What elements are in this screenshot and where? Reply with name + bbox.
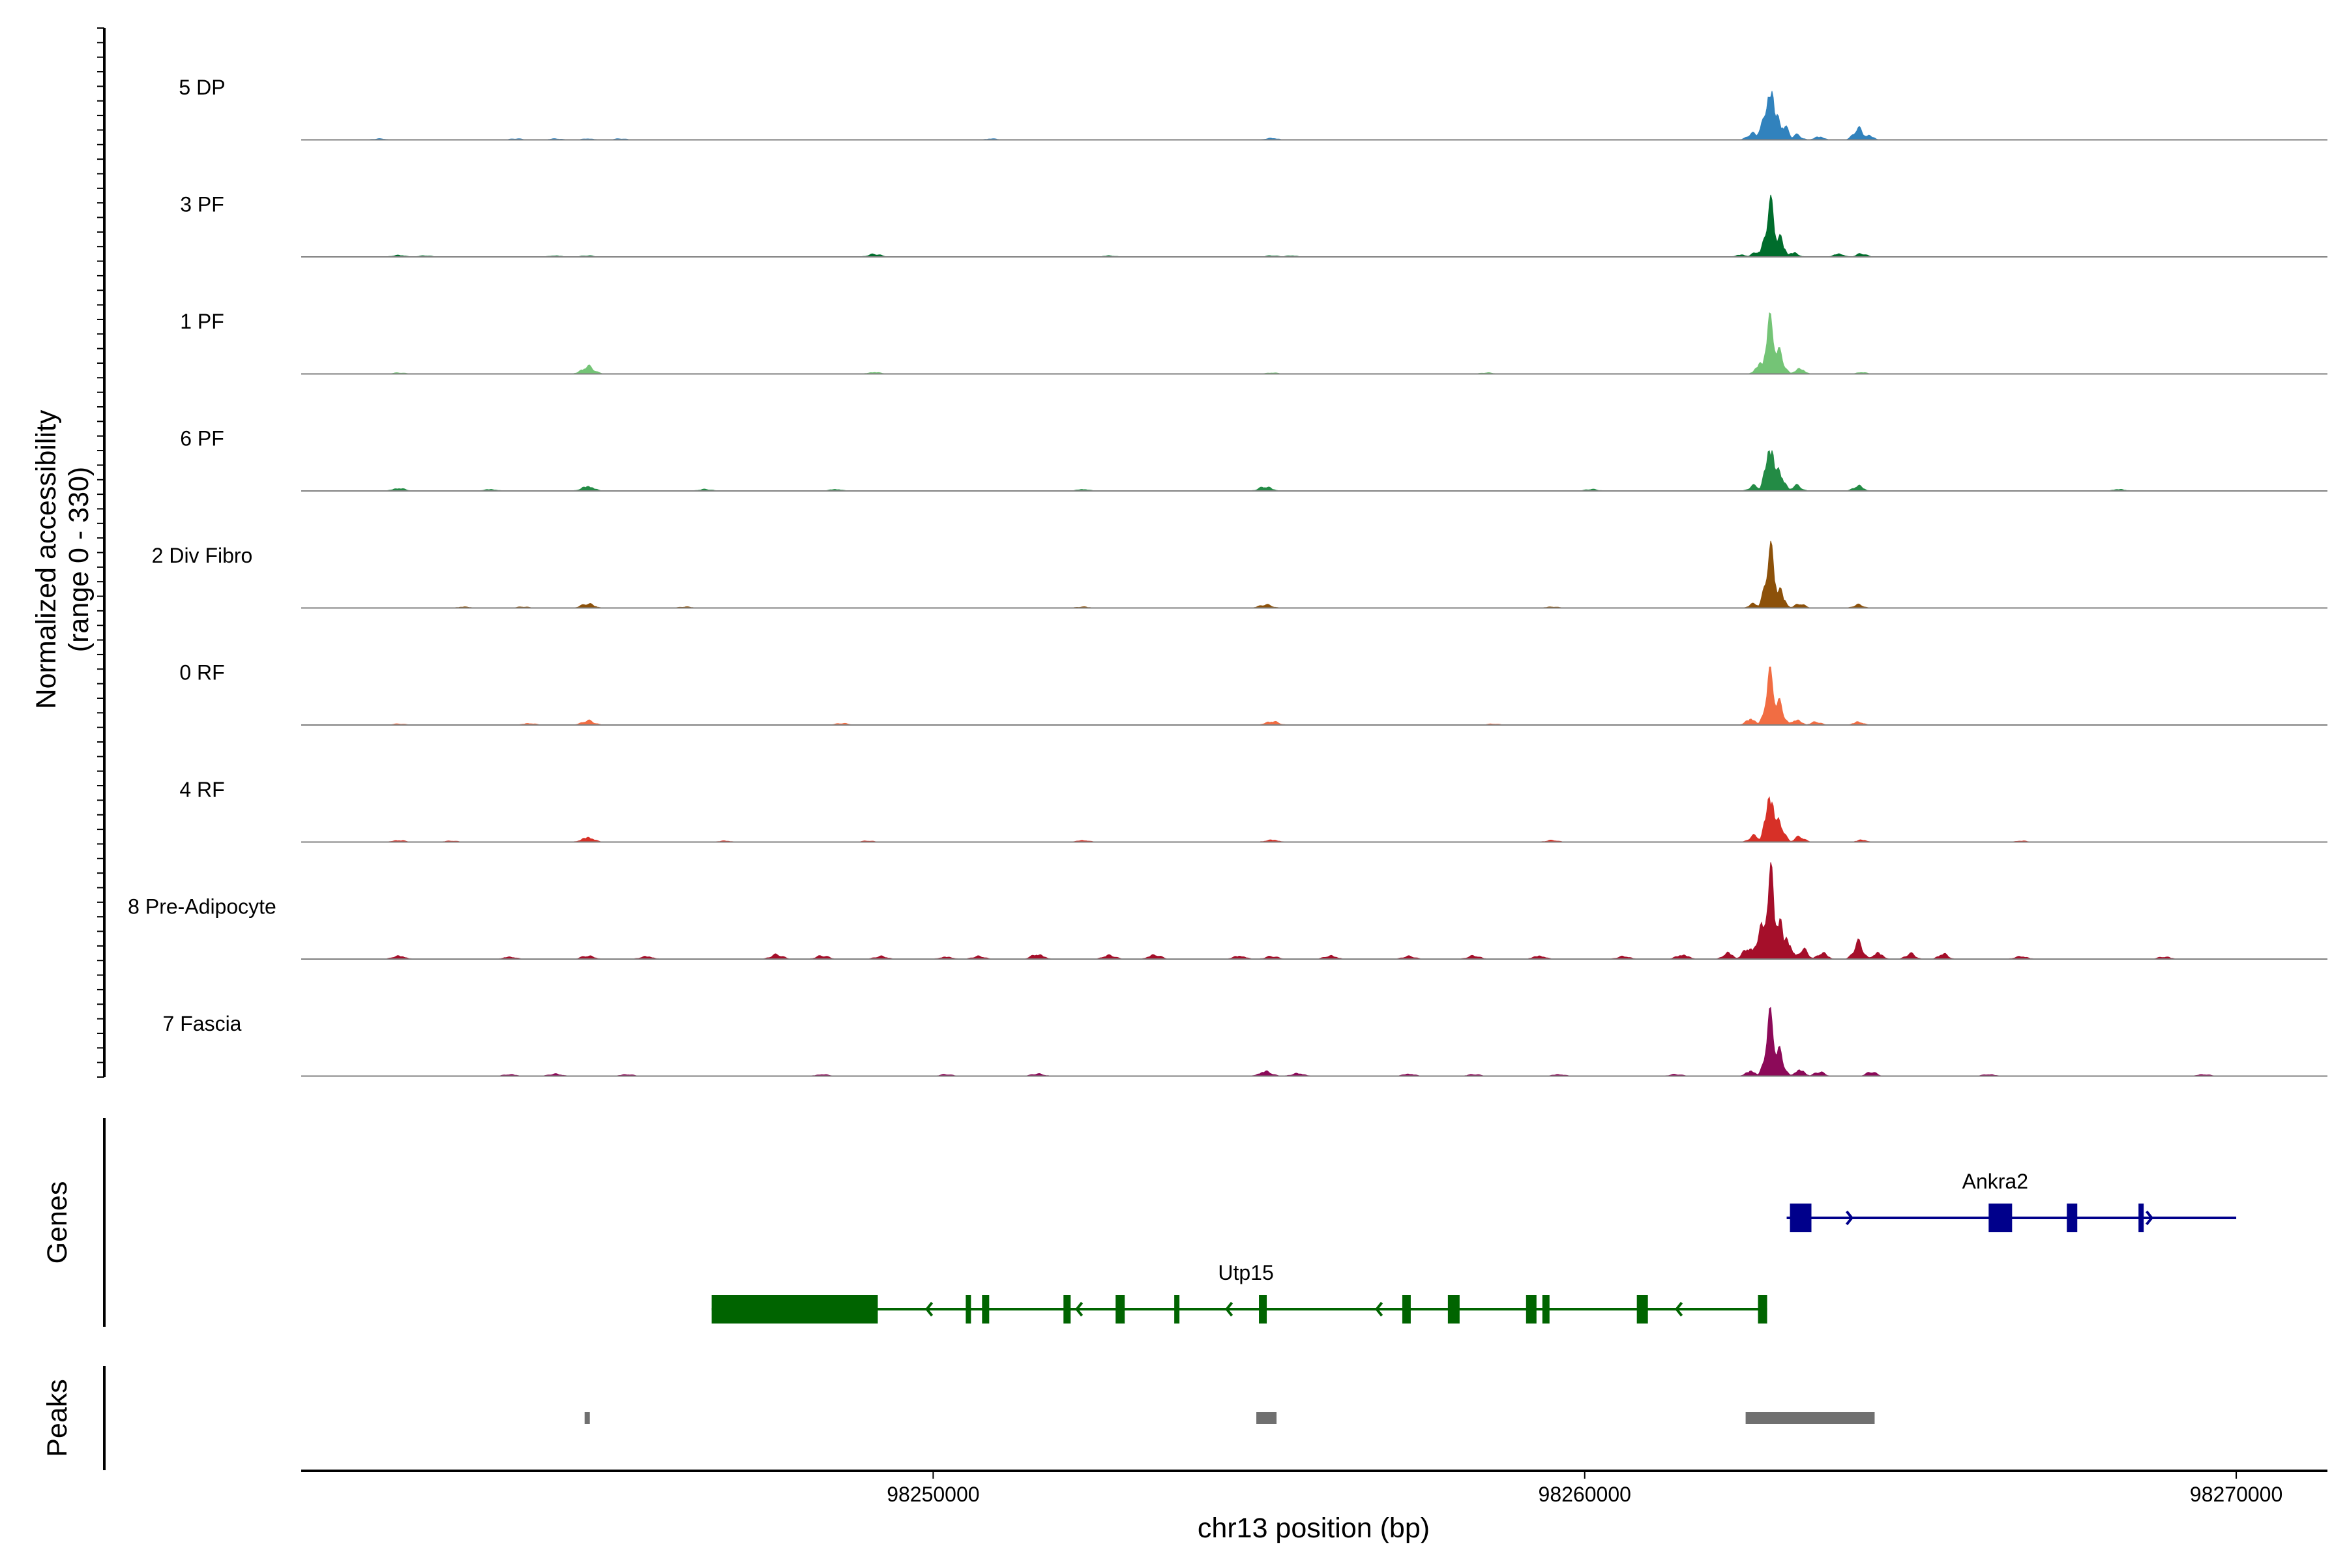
coverage-area [301,666,2327,726]
coverage-area [301,1007,2327,1076]
genes-axis-label: Genes [42,1181,73,1264]
coverage-area [301,450,2327,492]
strand-arrow-icon [1845,1210,1854,1226]
track-6-pf: 6 PF [180,427,2327,492]
gene-exon [1988,1204,2013,1232]
gene-exon [1758,1295,1767,1324]
gene-exon [1447,1295,1460,1324]
gene-exon [1259,1295,1267,1324]
coverage-area [301,540,2327,608]
peak-region [584,1412,590,1424]
gene-exon [1174,1295,1180,1324]
y-axis-label-line: Normalized accessibility [31,409,62,709]
x-axis-label: chr13 position (bp) [1198,1513,1430,1544]
gene-ankra2: Ankra2 [1786,1170,2237,1232]
track-label: 3 PF [180,193,224,216]
track-label: 8 Pre-Adipocyte [128,895,276,919]
peak-region [1745,1412,1875,1424]
gene-exon [1542,1295,1550,1324]
track-label: 1 PF [180,310,224,333]
x-tick-label: 98250000 [887,1483,979,1506]
coverage-area [301,91,2327,141]
track-label: 5 DP [179,76,225,99]
track-8-pre-adipocyte: 8 Pre-Adipocyte [128,862,2327,960]
track-label: 6 PF [180,427,224,451]
gene-exon [711,1295,878,1324]
y-axis-label-line: (range 0 - 330) [63,467,95,652]
track-label: 0 RF [179,661,224,685]
track-7-fascia: 7 Fascia [163,1007,2327,1077]
peaks-axis-label: Peaks [42,1379,73,1457]
track-3-pf: 3 PF [180,193,2327,258]
gene-exon [1790,1204,1812,1232]
gene-exon [1115,1295,1125,1324]
track-0-rf: 0 RF [179,661,2327,726]
coverage-area [301,862,2327,960]
coverage-area [301,796,2327,842]
x-tick-label: 98260000 [1539,1483,1631,1506]
track-2-div-fibro: 2 Div Fibro [152,540,2327,609]
gene-exon [1402,1295,1411,1324]
peak-region [1256,1412,1277,1424]
strand-arrow-icon [2145,1210,2154,1226]
track-label: 7 Fascia [163,1012,242,1035]
gene-exon [1063,1295,1071,1324]
strand-arrow-icon [1075,1301,1084,1317]
track-label: 2 Div Fibro [152,544,253,567]
strand-arrow-icon [1375,1301,1383,1317]
coverage-area [301,194,2327,258]
track-5-dp: 5 DP [179,76,2327,141]
gene-exon [2067,1204,2078,1232]
peaks-panel: Peaks [42,1366,1875,1470]
y-axis-label: Normalized accessibility(range 0 - 330) [31,409,95,709]
strand-arrow-icon [1675,1301,1683,1317]
gene-label: Utp15 [1218,1261,1273,1284]
coverage-panel: 5 DP 3 PF 1 PF 6 PF 2 Div Fibro 0 RF 4 RF 8 Pre… [31,27,2327,1078]
track-4-rf: 4 RF [179,778,2327,843]
strand-arrow-icon [1225,1301,1233,1317]
gene-exon [1636,1295,1648,1324]
gene-exon [966,1295,971,1324]
gene-utp15: Utp15 [711,1261,1767,1324]
track-label: 4 RF [179,778,224,801]
gene-exon [982,1295,990,1324]
x-axis: 98250000 98260000 98270000 [301,1470,2327,1506]
strand-arrow-icon [925,1301,934,1317]
x-tick-label: 98270000 [2190,1483,2282,1506]
gene-label: Ankra2 [1962,1170,2028,1193]
genes-panel: Genes Ankra2 Utp15 [42,1118,2237,1327]
coverage-area [301,312,2327,374]
gene-exon [1526,1295,1537,1324]
track-1-pf: 1 PF [180,310,2327,375]
gene-exon [2138,1204,2144,1232]
